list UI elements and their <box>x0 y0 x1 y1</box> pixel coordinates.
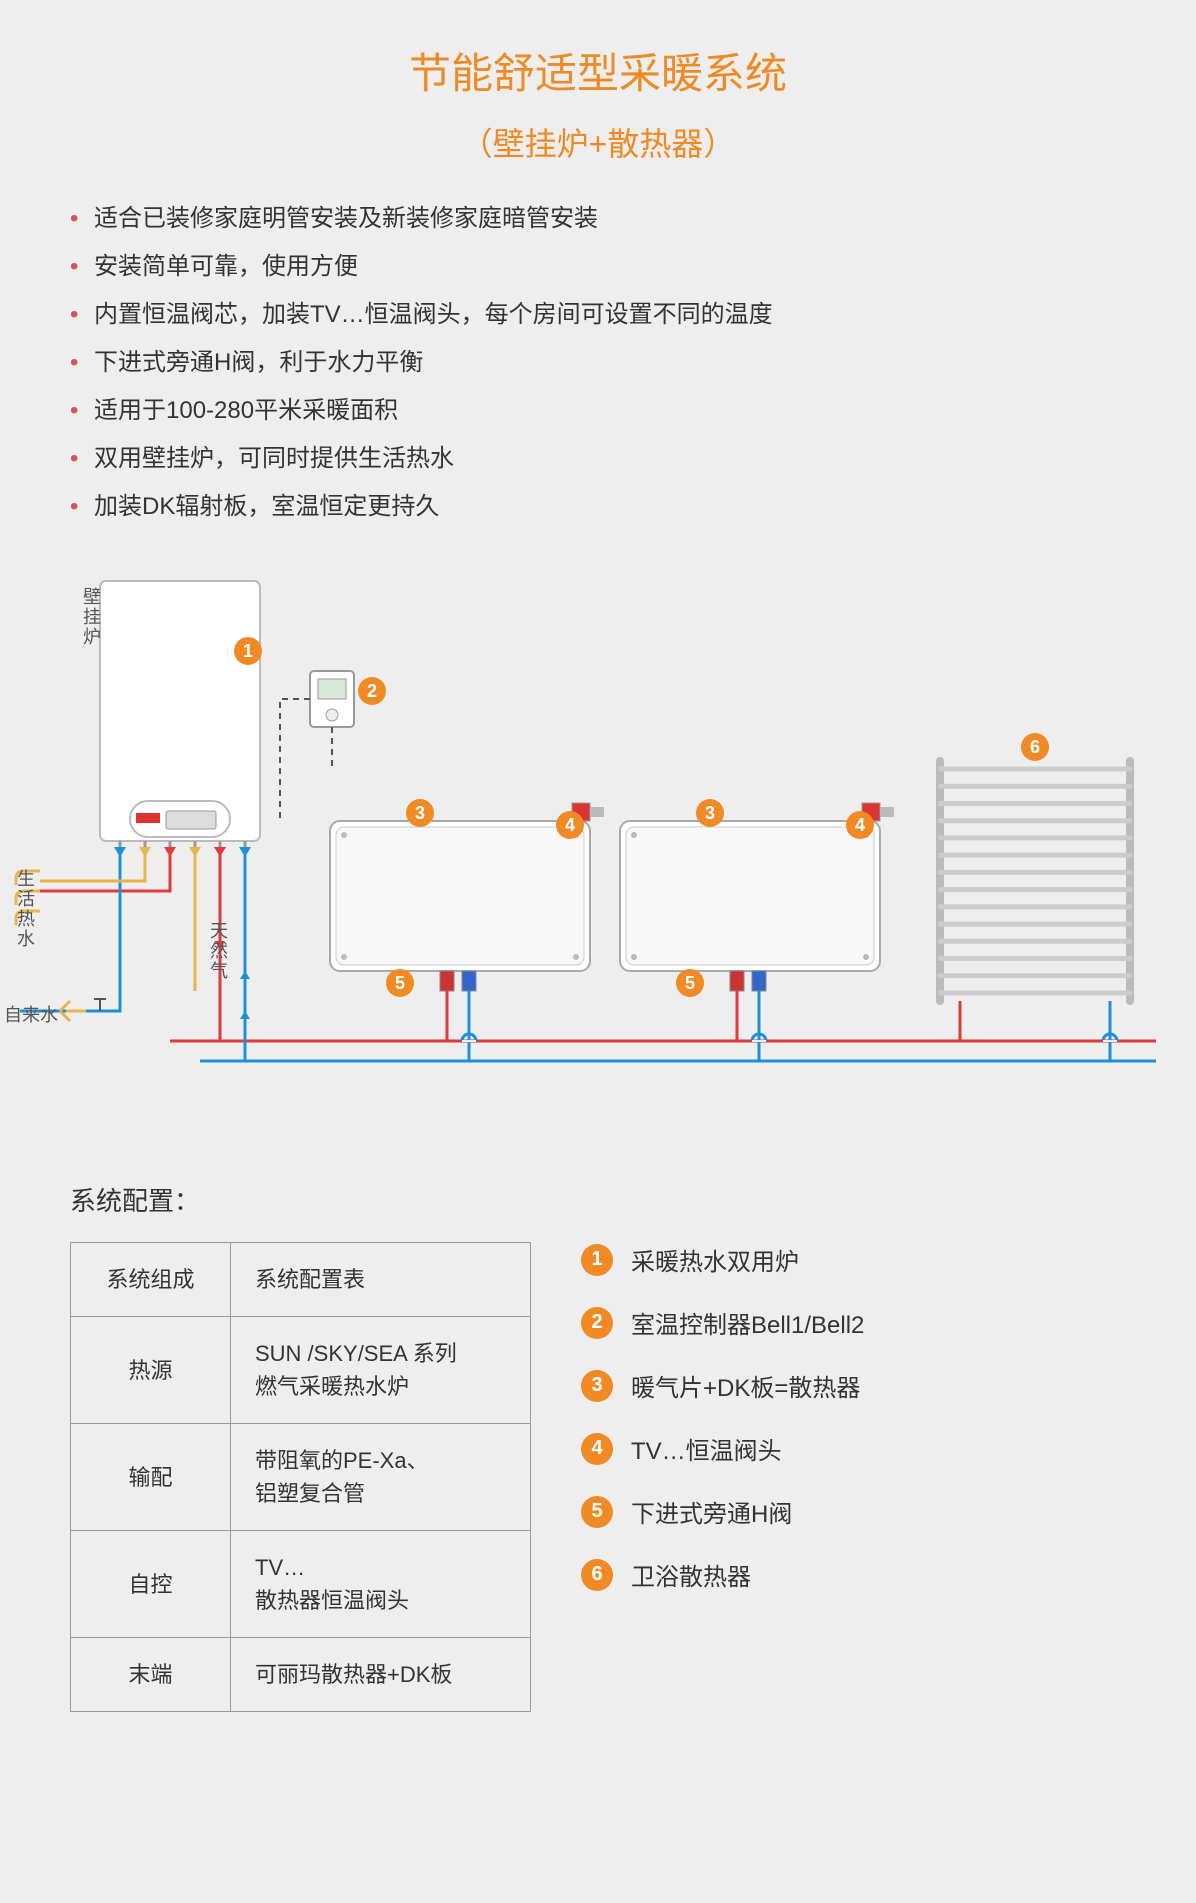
legend-marker: 1 <box>581 1244 613 1276</box>
boiler-label: 壁挂炉 <box>78 587 104 647</box>
svg-text:1: 1 <box>243 641 253 661</box>
table-cell: TV…散热器恒温阀头 <box>231 1531 531 1638</box>
table-cell: 热源 <box>71 1317 231 1424</box>
legend-text: 卫浴散热器 <box>631 1557 751 1592</box>
main-title: 节能舒适型采暖系统 <box>60 40 1136 101</box>
svg-text:2: 2 <box>367 681 377 701</box>
table-cell: 带阻氧的PE-Xa、铝塑复合管 <box>231 1424 531 1531</box>
config-title: 系统配置： <box>70 1181 1136 1218</box>
table-cell: 系统配置表 <box>231 1243 531 1317</box>
table-cell: 可丽玛散热器+DK板 <box>231 1638 531 1712</box>
feature-item: 双用壁挂炉，可同时提供生活热水 <box>70 435 1136 483</box>
system-diagram: 123434556 壁挂炉 生活热水 天然气 自来水 <box>60 571 1136 1131</box>
natural-gas-label: 天然气 <box>205 921 231 981</box>
svg-text:3: 3 <box>705 803 715 823</box>
legend-marker: 3 <box>581 1370 613 1402</box>
legend-text: 下进式旁通H阀 <box>631 1494 792 1529</box>
feature-item: 下进式旁通H阀，利于水力平衡 <box>70 339 1136 387</box>
legend-text: 室温控制器Bell1/Bell2 <box>631 1305 864 1340</box>
tap-water-label: 自来水 <box>4 1001 58 1027</box>
table-cell: 末端 <box>71 1638 231 1712</box>
svg-text:4: 4 <box>565 815 575 835</box>
legend-item: 4 TV…恒温阀头 <box>581 1431 1136 1466</box>
legend: 1 采暖热水双用炉 2 室温控制器Bell1/Bell2 3 暖气片+DK板=散热器 4 TV… <box>581 1242 1136 1620</box>
legend-marker: 5 <box>581 1496 613 1528</box>
table-cell: 输配 <box>71 1424 231 1531</box>
feature-list: 适合已装修家庭明管安装及新装修家庭暗管安装安装简单可靠，使用方便内置恒温阀芯，加… <box>70 195 1136 531</box>
legend-text: TV…恒温阀头 <box>631 1431 782 1466</box>
feature-item: 适用于100-280平米采暖面积 <box>70 387 1136 435</box>
table-cell: 自控 <box>71 1531 231 1638</box>
feature-item: 安装简单可靠，使用方便 <box>70 243 1136 291</box>
svg-text:6: 6 <box>1030 737 1040 757</box>
table-cell: 系统组成 <box>71 1243 231 1317</box>
feature-item: 内置恒温阀芯，加装TV…恒温阀头，每个房间可设置不同的温度 <box>70 291 1136 339</box>
feature-item: 适合已装修家庭明管安装及新装修家庭暗管安装 <box>70 195 1136 243</box>
subtitle: （壁挂炉+散热器） <box>60 119 1136 165</box>
legend-marker: 6 <box>581 1559 613 1591</box>
svg-text:5: 5 <box>395 973 405 993</box>
dhw-label: 生活热水 <box>12 869 38 949</box>
feature-item: 加装DK辐射板，室温恒定更持久 <box>70 483 1136 531</box>
svg-text:4: 4 <box>855 815 865 835</box>
table-cell: SUN /SKY/SEA 系列燃气采暖热水炉 <box>231 1317 531 1424</box>
legend-text: 暖气片+DK板=散热器 <box>631 1368 860 1403</box>
legend-item: 1 采暖热水双用炉 <box>581 1242 1136 1277</box>
svg-text:5: 5 <box>685 973 695 993</box>
legend-item: 5 下进式旁通H阀 <box>581 1494 1136 1529</box>
svg-text:3: 3 <box>415 803 425 823</box>
legend-item: 6 卫浴散热器 <box>581 1557 1136 1592</box>
legend-marker: 2 <box>581 1307 613 1339</box>
legend-marker: 4 <box>581 1433 613 1465</box>
legend-text: 采暖热水双用炉 <box>631 1242 799 1277</box>
legend-item: 2 室温控制器Bell1/Bell2 <box>581 1305 1136 1340</box>
config-table: 系统组成系统配置表热源SUN /SKY/SEA 系列燃气采暖热水炉输配带阻氧的P… <box>70 1242 531 1712</box>
legend-item: 3 暖气片+DK板=散热器 <box>581 1368 1136 1403</box>
